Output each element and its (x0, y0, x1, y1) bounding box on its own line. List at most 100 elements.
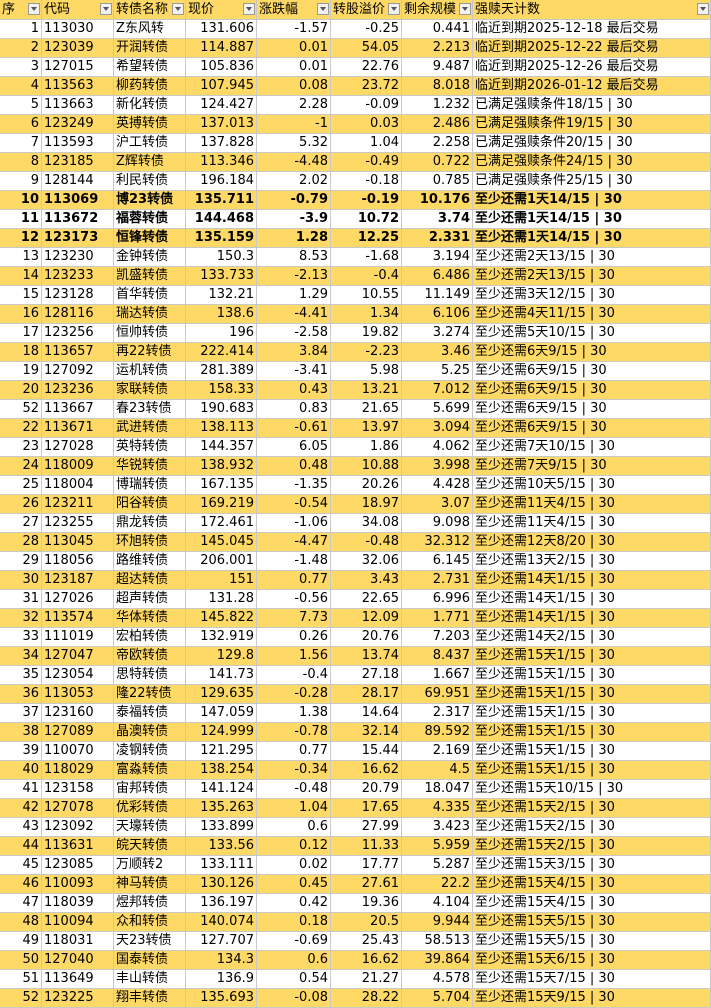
cell: 希望转债 (114, 58, 186, 77)
cell: 69.951 (402, 685, 473, 704)
cell: 隆22转债 (114, 685, 186, 704)
data-row: 46 110093 神马转债 130.126 0.45 27.61 22.2 至少还需15天4… (0, 875, 711, 894)
cell: 2.486 (402, 115, 473, 134)
cell: 131.28 (186, 590, 257, 609)
cell: 至少还需6天9/15 | 30 (473, 381, 711, 400)
data-row: 32 113574 华体转债 145.822 7.73 12.09 1.771 至少还需14天… (0, 609, 711, 628)
cell: 113.346 (186, 153, 257, 172)
cell: 118031 (42, 932, 114, 951)
cell: 123085 (42, 856, 114, 875)
cell: 131.606 (186, 20, 257, 39)
cell: 3.43 (331, 571, 402, 590)
cell: 118009 (42, 457, 114, 476)
cell: -0.61 (257, 419, 331, 438)
filter-button[interactable] (317, 3, 329, 15)
cell: 128116 (42, 305, 114, 324)
cell: 福蓉转债 (114, 210, 186, 229)
filter-button[interactable] (459, 3, 471, 15)
data-row: 13 123230 金钟转债 150.3 8.53 -1.68 3.194 至少还需2天13/… (0, 248, 711, 267)
cell: 春23转债 (114, 400, 186, 419)
cell: 21.27 (331, 970, 402, 989)
cell: 6.05 (257, 438, 331, 457)
filter-button[interactable] (28, 3, 40, 15)
cell: 44 (0, 837, 42, 856)
cell: 至少还需15天1/15 | 30 (473, 761, 711, 780)
cell: 147.059 (186, 704, 257, 723)
cell: -2.23 (331, 343, 402, 362)
cell: 138.254 (186, 761, 257, 780)
cell: 49 (0, 932, 42, 951)
filter-button[interactable] (100, 3, 112, 15)
cell: 27.18 (331, 666, 402, 685)
cell: 11.149 (402, 286, 473, 305)
cell: -0.79 (257, 191, 331, 210)
cell: 89.592 (402, 723, 473, 742)
cell: 113649 (42, 970, 114, 989)
cell: 123092 (42, 818, 114, 837)
cell: -0.54 (257, 495, 331, 514)
cell: 54.05 (331, 39, 402, 58)
data-row: 20 123236 家联转债 158.33 0.43 13.21 7.012 至少还需6天9/… (0, 381, 711, 400)
cell: 20.76 (331, 628, 402, 647)
cell: 17.65 (331, 799, 402, 818)
cell: 至少还需1天14/15 | 30 (473, 229, 711, 248)
data-row: 43 123092 天壕转债 133.899 0.6 27.99 3.423 至少还需15天2… (0, 818, 711, 837)
cell: 1.667 (402, 666, 473, 685)
cell: 12.09 (331, 609, 402, 628)
cell: 思特转债 (114, 666, 186, 685)
cell: 14 (0, 267, 42, 286)
header-cell: 序 (0, 0, 42, 20)
cell: 28.22 (331, 989, 402, 1008)
data-row: 25 118004 博瑞转债 167.135 -1.35 20.26 4.428 至少还需10… (0, 476, 711, 495)
cell: 恒帅转债 (114, 324, 186, 343)
cell: 4 (0, 77, 42, 96)
cell: 136.9 (186, 970, 257, 989)
data-row: 2 123039 开润转债 114.887 0.01 54.05 2.213 临近到期2025… (0, 39, 711, 58)
cell: 家联转债 (114, 381, 186, 400)
cell: 113663 (42, 96, 114, 115)
data-row: 16 128116 瑞达转债 138.6 -4.41 1.34 6.106 至少还需4天11/… (0, 305, 711, 324)
data-row: 50 127040 国泰转债 134.3 0.6 16.62 39.864 至少还需15天6/… (0, 951, 711, 970)
cell: 丰山转债 (114, 970, 186, 989)
cell: 20.26 (331, 476, 402, 495)
data-row: 31 127026 超声转债 131.28 -0.56 22.65 6.996 至少还需14天… (0, 590, 711, 609)
filter-button[interactable] (172, 3, 184, 15)
cell: 123185 (42, 153, 114, 172)
cell: 107.945 (186, 77, 257, 96)
cell: 3.094 (402, 419, 473, 438)
cell: 0.01 (257, 58, 331, 77)
cell: 196 (186, 324, 257, 343)
cell: 32.06 (331, 552, 402, 571)
cell: 9.098 (402, 514, 473, 533)
cell: 至少还需15天7/15 | 30 (473, 970, 711, 989)
header-cell: 转股溢价 (331, 0, 402, 20)
cell: 0.77 (257, 742, 331, 761)
cell: 113069 (42, 191, 114, 210)
cell: 柳药转债 (114, 77, 186, 96)
cell: 0.18 (257, 913, 331, 932)
header-cell: 剩余规模 (402, 0, 473, 20)
filter-button[interactable] (243, 3, 255, 15)
cell: 9.487 (402, 58, 473, 77)
cell: 至少还需4天11/15 | 30 (473, 305, 711, 324)
cell: 金钟转债 (114, 248, 186, 267)
cell: 富淼转债 (114, 761, 186, 780)
data-row: 42 127078 优彩转债 135.263 1.04 17.65 4.335 至少还需15天… (0, 799, 711, 818)
cell: 18.047 (402, 780, 473, 799)
data-row: 30 123187 超达转债 151 0.77 3.43 2.731 至少还需14天1/15 … (0, 571, 711, 590)
data-row: 9 128144 利民转债 196.184 2.02 -0.18 0.785 已满足强赎条件2… (0, 172, 711, 191)
data-row: 52 113667 春23转债 190.683 0.83 21.65 5.699 至少还需6天… (0, 400, 711, 419)
cell: 40 (0, 761, 42, 780)
cell: 恒锋转债 (114, 229, 186, 248)
cell: 28.17 (331, 685, 402, 704)
data-row: 29 118056 路维转债 206.001 -1.48 32.06 6.145 至少还需13… (0, 552, 711, 571)
cell: 113574 (42, 609, 114, 628)
filter-button[interactable] (388, 3, 400, 15)
cell: 133.899 (186, 818, 257, 837)
cell: 7.012 (402, 381, 473, 400)
filter-button[interactable] (697, 3, 709, 15)
cell: 127047 (42, 647, 114, 666)
cell: -4.47 (257, 533, 331, 552)
header-cell: 强赎天计数 (473, 0, 711, 20)
